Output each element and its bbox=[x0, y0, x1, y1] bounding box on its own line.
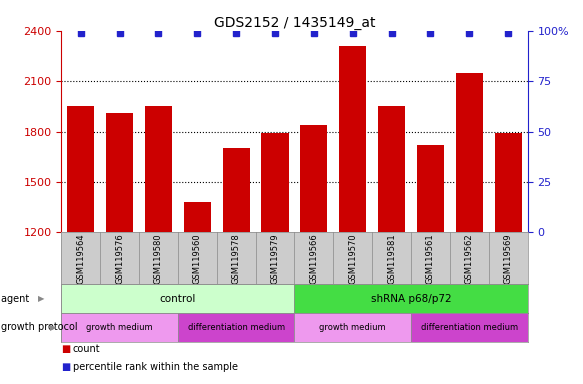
Bar bbox=[411, 313, 528, 342]
Bar bbox=[145, 106, 172, 232]
Bar bbox=[300, 125, 328, 232]
Text: ▶: ▶ bbox=[50, 323, 56, 332]
Text: differentiation medium: differentiation medium bbox=[421, 323, 518, 332]
Bar bbox=[494, 133, 522, 232]
Text: ■: ■ bbox=[61, 344, 71, 354]
Text: GSM119560: GSM119560 bbox=[193, 233, 202, 283]
Bar bbox=[223, 148, 250, 232]
Text: GSM119570: GSM119570 bbox=[348, 233, 357, 283]
Text: GSM119566: GSM119566 bbox=[310, 233, 318, 284]
Text: growth protocol: growth protocol bbox=[1, 322, 80, 333]
Text: GSM119562: GSM119562 bbox=[465, 233, 474, 283]
Text: shRNA p68/p72: shRNA p68/p72 bbox=[371, 293, 451, 304]
Text: GSM119579: GSM119579 bbox=[271, 233, 279, 283]
Text: differentiation medium: differentiation medium bbox=[188, 323, 285, 332]
Text: count: count bbox=[73, 344, 100, 354]
Text: control: control bbox=[160, 293, 196, 304]
Title: GDS2152 / 1435149_at: GDS2152 / 1435149_at bbox=[213, 16, 375, 30]
Bar bbox=[339, 46, 366, 232]
Bar bbox=[106, 113, 133, 232]
Text: ■: ■ bbox=[61, 362, 71, 372]
Text: growth medium: growth medium bbox=[319, 323, 386, 332]
Bar bbox=[178, 313, 294, 342]
Text: GSM119581: GSM119581 bbox=[387, 233, 396, 283]
Text: GSM119564: GSM119564 bbox=[76, 233, 85, 283]
Text: GSM119561: GSM119561 bbox=[426, 233, 435, 283]
Bar bbox=[294, 313, 411, 342]
Text: GSM119578: GSM119578 bbox=[231, 233, 241, 284]
Bar bbox=[67, 106, 94, 232]
Bar bbox=[456, 73, 483, 232]
Bar bbox=[417, 145, 444, 232]
Bar bbox=[261, 133, 289, 232]
Text: growth medium: growth medium bbox=[86, 323, 153, 332]
Bar bbox=[61, 284, 294, 313]
Text: agent: agent bbox=[1, 293, 32, 304]
Bar bbox=[294, 284, 528, 313]
Text: GSM119576: GSM119576 bbox=[115, 233, 124, 284]
Bar bbox=[61, 313, 178, 342]
Text: percentile rank within the sample: percentile rank within the sample bbox=[73, 362, 238, 372]
Bar bbox=[378, 106, 405, 232]
Text: GSM119580: GSM119580 bbox=[154, 233, 163, 283]
Text: GSM119569: GSM119569 bbox=[504, 233, 512, 283]
Text: ▶: ▶ bbox=[38, 294, 44, 303]
Bar bbox=[184, 202, 211, 232]
